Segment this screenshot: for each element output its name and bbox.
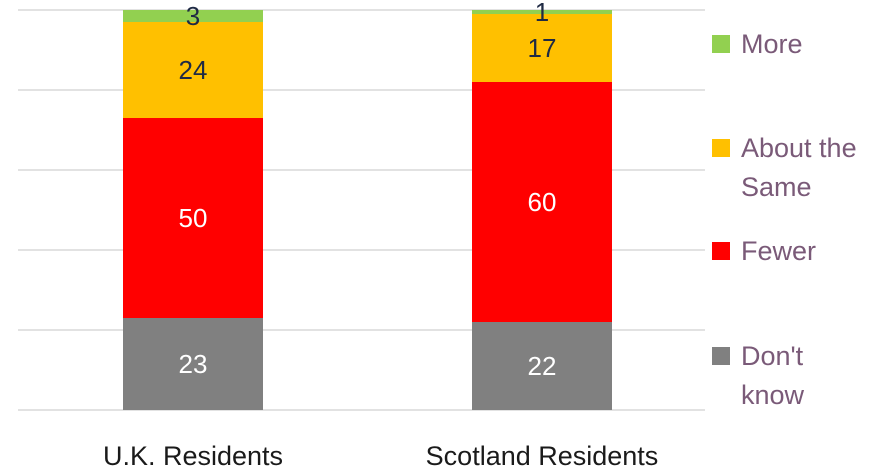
- category-label: U.K. Residents: [103, 441, 283, 471]
- bar-segment: [472, 14, 612, 82]
- legend-item: More: [712, 29, 803, 59]
- legend-label: About the Same: [741, 133, 857, 202]
- bar-segment: [472, 10, 612, 14]
- legend-swatch: [712, 35, 730, 53]
- legend-label: Don't know: [741, 341, 805, 410]
- legend-item: Don't know: [712, 341, 805, 410]
- bar-segment: [123, 22, 263, 118]
- legend-item: About the Same: [712, 133, 857, 202]
- data-label: 3: [186, 1, 200, 31]
- legend-label: More: [741, 29, 803, 59]
- legend-label: Fewer: [741, 236, 816, 266]
- bar-segment: [123, 118, 263, 318]
- bar-segment: [123, 10, 263, 22]
- data-label: 50: [179, 203, 208, 233]
- bar-segment: [472, 82, 612, 322]
- data-labels: 23 50 24 3 22 60 17 1: [179, 0, 557, 381]
- bars: [123, 10, 612, 410]
- category-labels: U.K. Residents Scotland Residents: [103, 441, 658, 471]
- legend: More About the Same Fewer Don't know: [712, 29, 857, 410]
- category-label: Scotland Residents: [426, 441, 659, 471]
- data-label: 24: [179, 55, 208, 85]
- legend-item: Fewer: [712, 236, 816, 266]
- bar-segment: [123, 318, 263, 410]
- legend-swatch: [712, 242, 730, 260]
- legend-swatch: [712, 347, 730, 365]
- data-label: 1: [535, 0, 549, 27]
- data-label: 60: [528, 187, 557, 217]
- data-label: 22: [528, 351, 557, 381]
- data-label: 23: [179, 349, 208, 379]
- data-label: 17: [528, 33, 557, 63]
- legend-swatch: [712, 139, 730, 157]
- bar-segment: [472, 322, 612, 410]
